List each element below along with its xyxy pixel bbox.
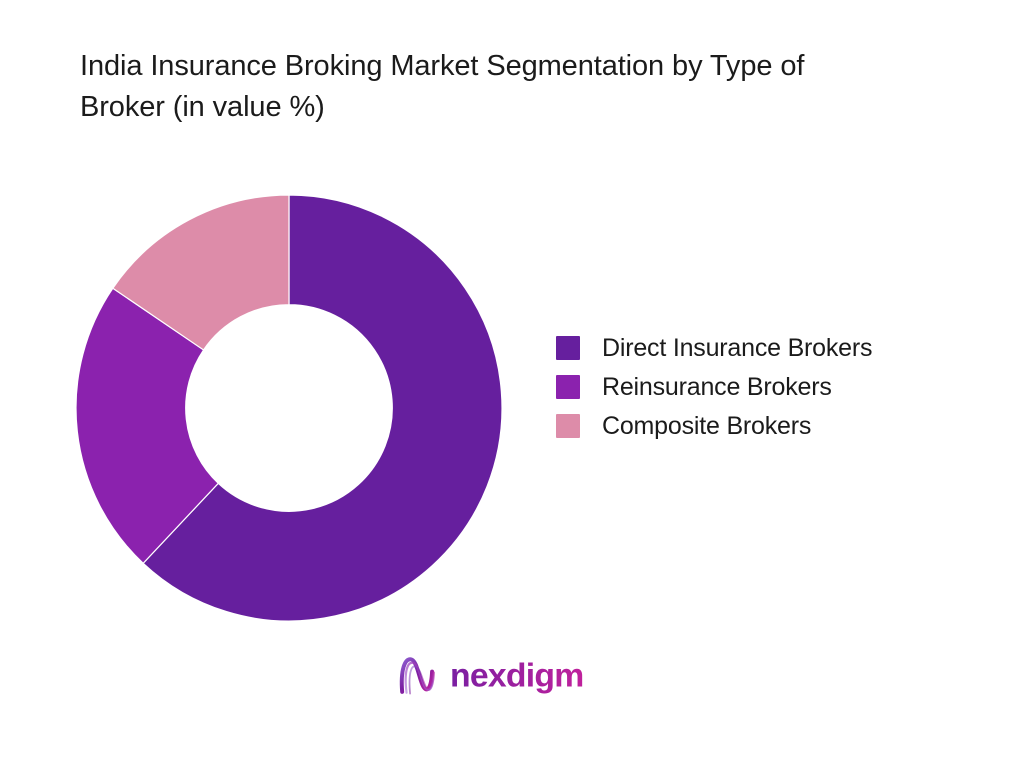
brand-wordmark: nexdigm [450,656,584,694]
legend-label: Reinsurance Brokers [602,372,832,401]
donut-chart-svg [76,195,502,621]
legend-item[interactable]: Reinsurance Brokers [556,371,872,403]
nexdigm-wave-n-icon [399,657,435,695]
chart-title: India Insurance Broking Market Segmentat… [80,50,805,123]
legend-swatch [556,336,580,360]
legend-label: Composite Brokers [602,411,812,440]
legend-item[interactable]: Direct Insurance Brokers [556,332,873,364]
legend-label: Direct Insurance Brokers [602,333,873,362]
donut-slice[interactable] [76,287,220,565]
donut-slice[interactable] [111,195,290,351]
donut-slice-group [76,195,502,621]
legend-item[interactable]: Composite Brokers [556,410,872,442]
legend-swatch [556,375,580,399]
donut-chart [76,195,502,621]
brand-logo: nexdigm [396,652,670,700]
brand-wordmark-label: nexdigm [450,656,584,694]
legend-swatch [556,414,580,438]
donut-slice[interactable] [142,195,502,621]
chart-legend: Direct Insurance Brokers Reinsurance Brok… [556,332,873,442]
